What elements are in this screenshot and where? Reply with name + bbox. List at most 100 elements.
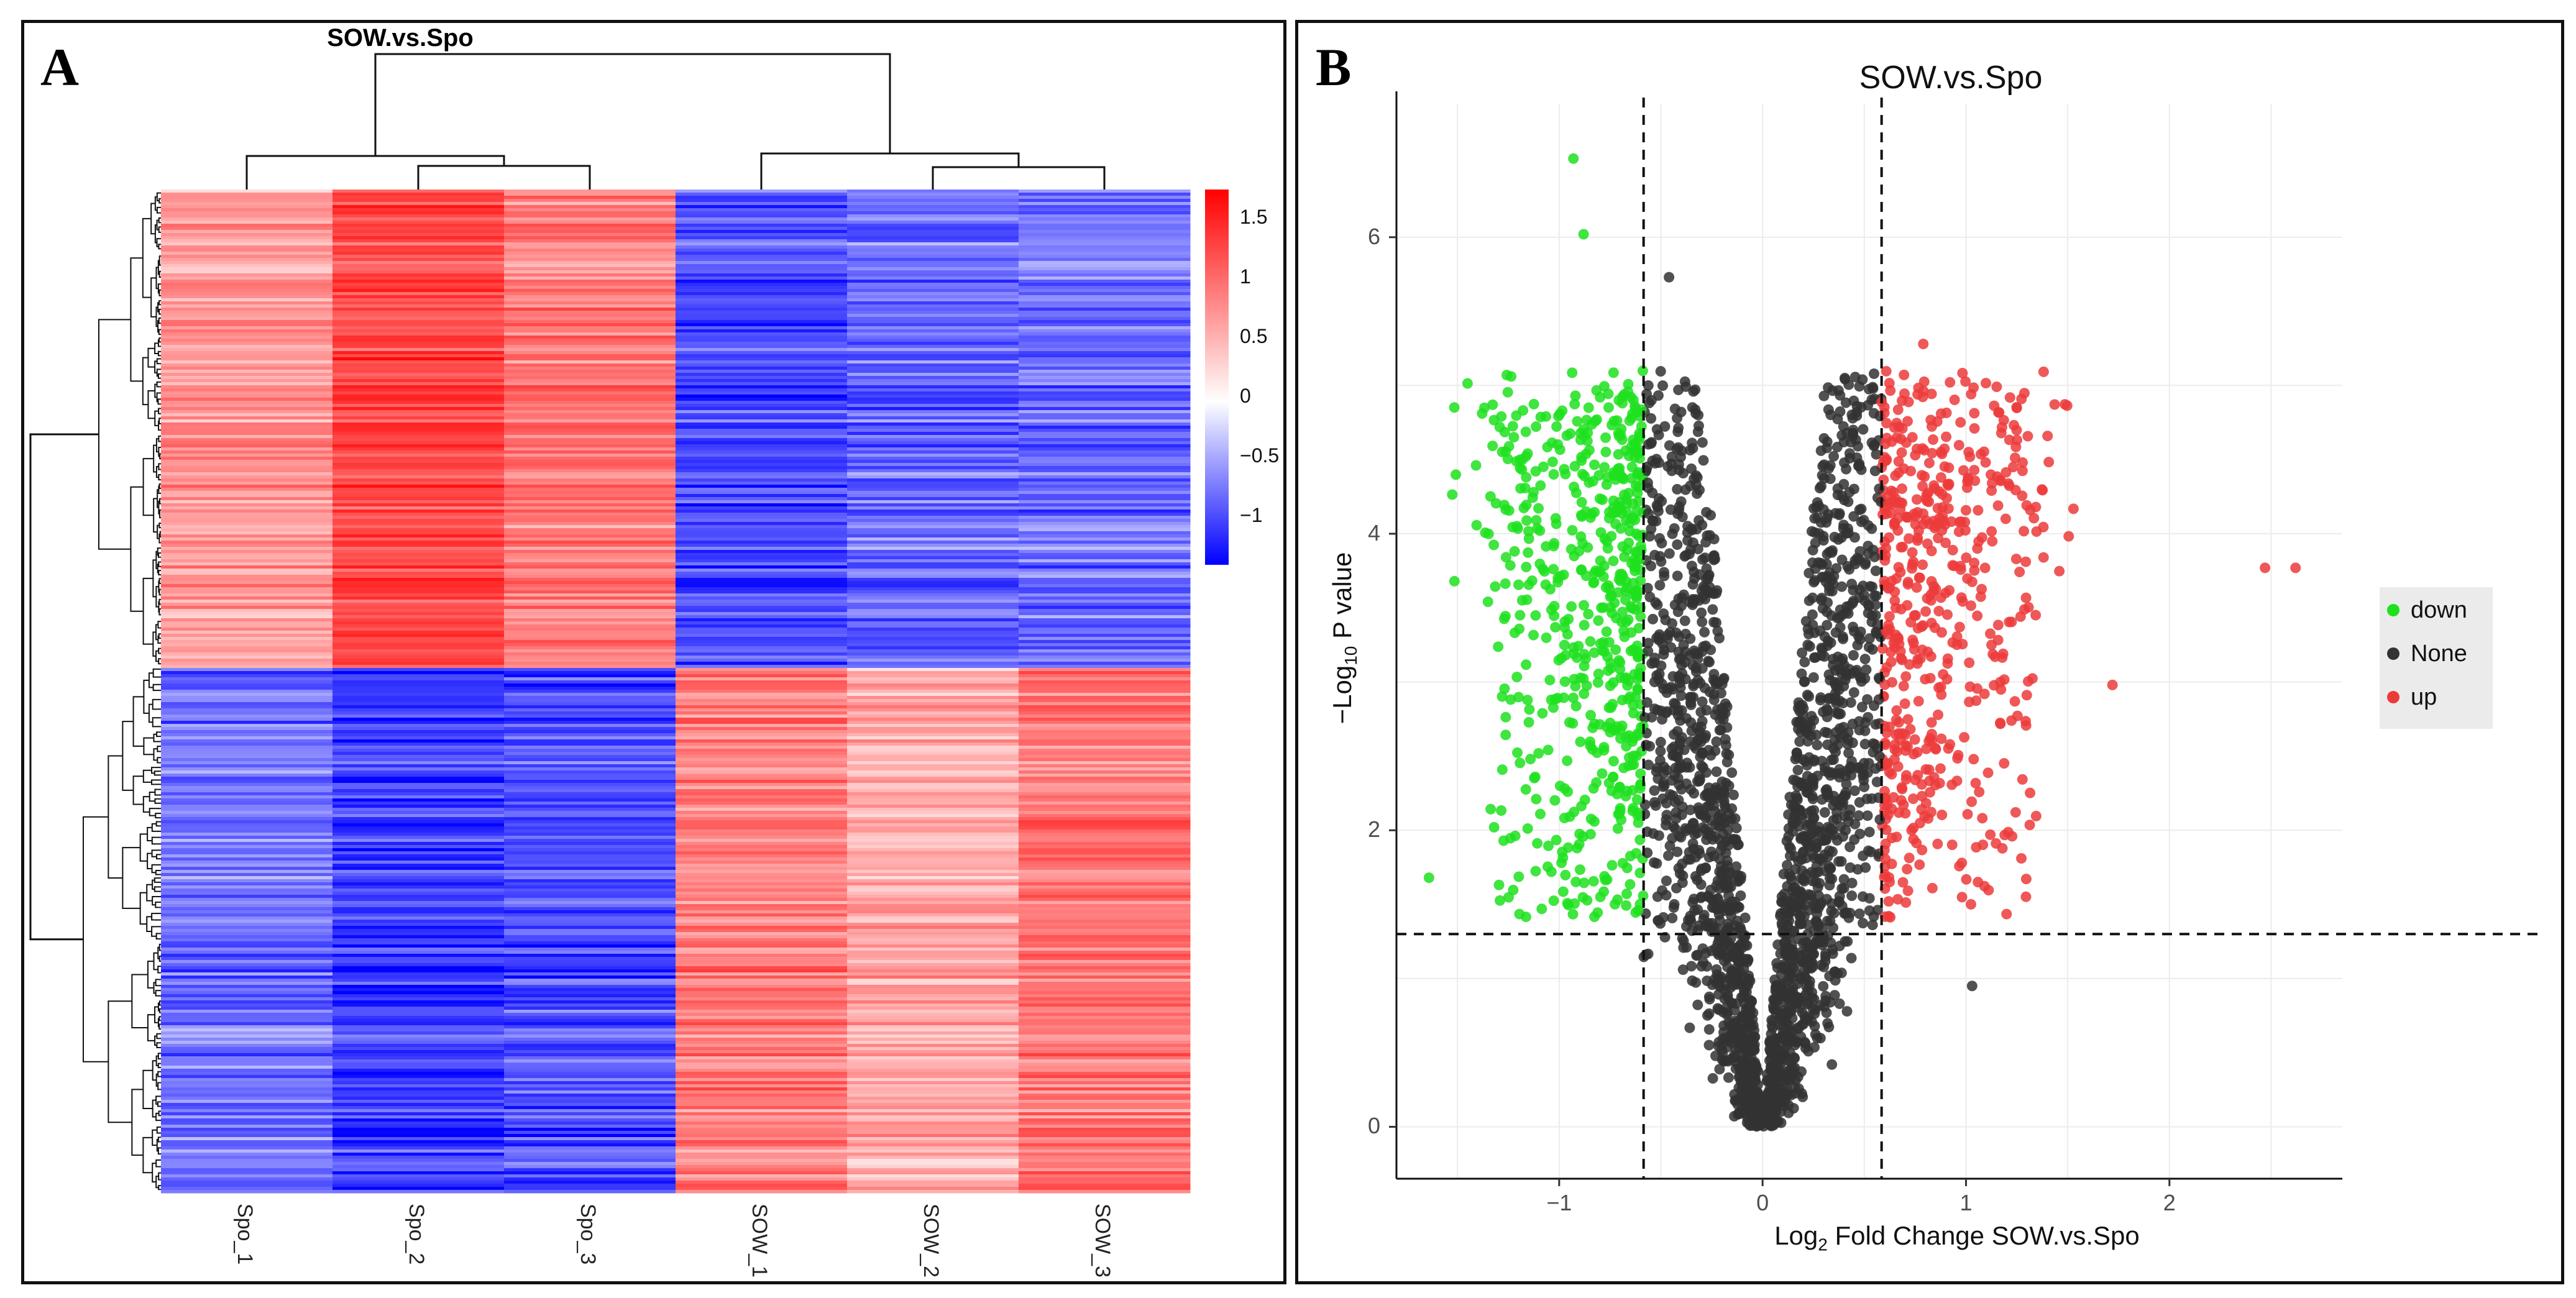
heatmap-cell [161,556,333,560]
heatmap-cell [847,693,1019,697]
volcano-point [1697,519,1708,531]
heatmap-cell [504,1019,676,1023]
heatmap-cell [332,979,505,982]
heatmap-cell [676,1022,848,1026]
volcano-point [1854,724,1865,736]
heatmap-cell [504,982,676,985]
heatmap-cell [504,227,676,231]
volcano-point [1957,639,1968,650]
heatmap-cell [1019,429,1191,432]
heatmap-cell [1019,640,1191,644]
dendrogram-branch [157,489,159,508]
volcano-point [1595,527,1607,538]
heatmap-cell [332,985,505,989]
volcano-point [1451,469,1462,480]
volcano-point [1821,517,1832,528]
heatmap-cell [332,423,505,426]
heatmap-cell [1019,1081,1191,1085]
heatmap-cell [676,224,848,227]
heatmap-cell [161,1171,333,1175]
heatmap-cell [1019,295,1191,299]
heatmap-cell [847,398,1019,401]
heatmap-cell [676,395,848,398]
heatmap-cell [676,979,848,982]
dendrogram-branch [158,198,160,204]
dendrogram-branch [158,408,160,414]
heatmap-cell [676,910,848,914]
heatmap-cell [847,541,1019,544]
heatmap-cell [676,609,848,613]
heatmap-cell [676,419,848,423]
heatmap-cell [1019,724,1191,728]
heatmap-cell [332,727,505,731]
heatmap-cell [161,245,333,249]
heatmap-cell [1019,205,1191,209]
heatmap-cell [332,379,505,383]
heatmap-cell [161,1003,333,1007]
heatmap-cell [504,444,676,448]
dendrogram-branch [142,357,149,406]
heatmap-cell [1019,767,1191,771]
heatmap-cell [504,1146,676,1150]
heatmap-cell [332,1075,505,1079]
heatmap-cell [161,370,333,373]
volcano-point [1957,367,1968,378]
volcano-point [1813,557,1824,568]
heatmap-cell [1019,805,1191,808]
heatmap-cell [161,901,333,905]
heatmap-cell [1019,612,1191,616]
dendrogram-branch [156,1033,158,1040]
heatmap-cell [332,994,505,998]
heatmap-cell [161,482,333,485]
heatmap-cell [332,435,505,439]
volcano-point [1711,784,1722,795]
heatmap-cell [161,854,333,858]
heatmap-cell [332,820,505,824]
heatmap-cell [676,600,848,603]
heatmap-cell [847,258,1019,262]
heatmap-cell [504,463,676,467]
heatmap-cell [332,311,505,314]
volcano-point [1843,496,1854,508]
heatmap-cell [161,879,333,883]
heatmap-cell [332,752,505,756]
heatmap-cell [332,1094,505,1097]
heatmap-cell [504,258,676,262]
volcano-point [1677,877,1688,889]
heatmap-cell [847,1146,1019,1150]
volcano-point [1562,629,1573,640]
dendrogram-branch [122,847,140,909]
heatmap-cell [504,435,676,439]
heatmap-cell [676,926,848,930]
dendrogram-branch [143,737,154,756]
heatmap-cell [847,503,1019,507]
heatmap-cell [1019,1013,1191,1017]
volcano-point [1911,582,1922,593]
heatmap-cell [161,472,333,476]
heatmap-cell [1019,522,1191,526]
heatmap-cell [847,904,1019,908]
heatmap-cell [504,1137,676,1141]
heatmap-cell [332,668,505,672]
heatmap-cell [1019,323,1191,327]
heatmap-cell [676,426,848,429]
volcano-point [2004,392,2015,403]
heatmap-cell [1019,948,1191,951]
heatmap-cell [847,584,1019,588]
volcano-point [2004,434,2015,446]
heatmap-cell [847,867,1019,871]
heatmap-cell [332,1028,505,1032]
colorbar-tick-1-5: 1.5 [1240,206,1268,228]
dendrogram-branch [158,561,160,567]
heatmap-cell [1019,1146,1191,1150]
heatmap-cell [1019,1181,1191,1184]
heatmap-cell [161,503,333,507]
heatmap-cell [676,553,848,557]
heatmap-cell [1019,348,1191,352]
dendrogram-branch [152,1060,157,1081]
heatmap-cell [847,761,1019,765]
heatmap-cell [161,823,333,827]
volcano-point [1848,687,1859,698]
heatmap-cell [1019,547,1191,551]
heatmap-cell [847,603,1019,606]
